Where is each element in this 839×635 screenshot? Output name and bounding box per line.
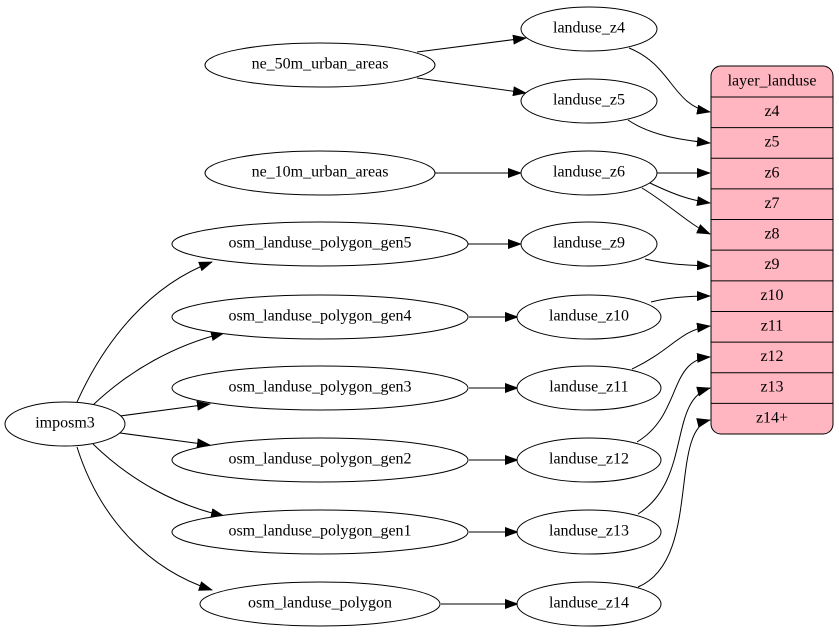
node-shape: [516, 509, 662, 555]
edge: [637, 418, 711, 588]
edge: [641, 187, 711, 235]
record-field: z9: [764, 256, 779, 273]
edge: [92, 331, 225, 406]
edge: [631, 322, 711, 370]
node-shape: [516, 294, 662, 340]
edge: [627, 119, 711, 147]
record-field: z7: [764, 195, 779, 212]
node-shape: [199, 581, 441, 627]
edge: [649, 182, 711, 207]
node-shape: [171, 437, 469, 483]
node-label: landuse_z14: [549, 595, 629, 612]
record-field: z12: [760, 348, 783, 365]
edge: [637, 386, 711, 515]
edge: [416, 34, 527, 53]
node-shape: [520, 78, 658, 124]
node-label: landuse_z10: [549, 308, 629, 325]
edge: [76, 261, 213, 403]
node-label: ne_50m_urban_areas: [252, 56, 389, 73]
node-label: landuse_z13: [549, 523, 629, 540]
edge: [416, 77, 527, 97]
node-label: landuse_z9: [553, 235, 625, 252]
node-shape: [520, 221, 658, 267]
node-label: osm_landuse_polygon_gen5: [228, 235, 411, 252]
edge: [650, 291, 711, 303]
node-shape: [520, 150, 658, 196]
edge: [636, 352, 711, 443]
node-shape: [171, 294, 469, 340]
record-title: layer_landuse: [728, 73, 817, 90]
record-field: z8: [764, 226, 779, 243]
node-shape: [516, 581, 662, 627]
node-label: osm_landuse_polygon_gen2: [228, 451, 411, 468]
record-field: z5: [764, 134, 779, 151]
node-shape: [171, 365, 469, 411]
edge: [644, 258, 711, 271]
node-shape: [204, 42, 436, 88]
node-label: ne_10m_urban_areas: [252, 164, 389, 181]
node-label: landuse_z5: [553, 92, 625, 109]
node-shape: [516, 365, 662, 411]
node-shape: [520, 6, 658, 52]
node-shape: [4, 401, 126, 447]
node-label: osm_landuse_polygon_gen4: [228, 308, 411, 325]
node-shape: [171, 221, 469, 267]
node-shape: [171, 509, 469, 555]
node-shape: [204, 150, 436, 196]
edge: [119, 432, 211, 449]
node-shape: [516, 437, 662, 483]
node-label: imposm3: [35, 415, 95, 432]
node-label: landuse_z6: [553, 164, 625, 181]
node-label: landuse_z12: [549, 451, 629, 468]
record-field: z14+: [756, 409, 788, 426]
edge: [92, 443, 225, 519]
node-label: landuse_z11: [549, 379, 628, 396]
record-field: z11: [761, 317, 784, 334]
node-label: osm_landuse_polygon: [248, 595, 392, 612]
edge: [119, 400, 211, 417]
edge: [628, 47, 711, 115]
record-field: z13: [760, 379, 783, 396]
nodes: landuse_z4 ne_50m_urban_areas landuse_z5…: [4, 6, 662, 627]
record-field: z4: [764, 103, 779, 120]
edges: [76, 34, 711, 609]
edge: [76, 446, 213, 591]
node-label: landuse_z4: [553, 20, 625, 37]
node-label: osm_landuse_polygon_gen1: [228, 523, 411, 540]
node-label: osm_landuse_polygon_gen3: [228, 379, 411, 396]
record-field: z6: [764, 164, 779, 181]
record-field: z10: [760, 287, 783, 304]
record-node: layer_landuse z4 z5 z6 z7 z8 z9 z10 z11 z12 z13 z1…: [710, 65, 834, 435]
